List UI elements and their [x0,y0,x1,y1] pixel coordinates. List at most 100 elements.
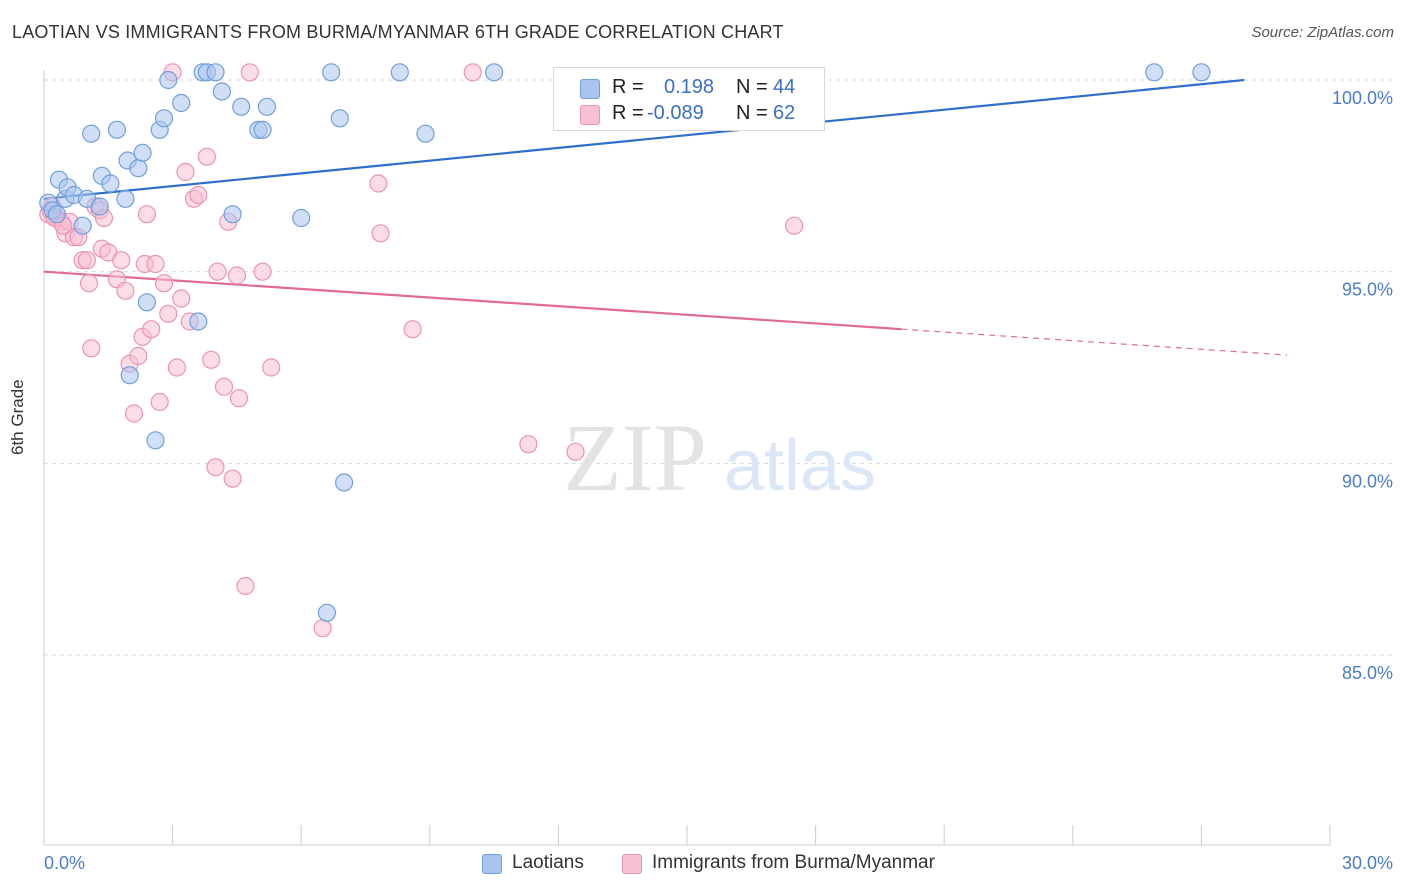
burma-point [403,320,422,339]
burma-point [229,389,249,408]
n-label: N = [736,102,768,124]
laotian-point [82,124,101,143]
burma-point [129,346,148,366]
laotian-point [317,603,336,622]
laotian-point [137,293,156,312]
laotian-point [416,124,435,143]
watermark: ZIP atlas [563,404,876,511]
laotian-point [133,143,152,162]
n-value: 62 [773,102,796,124]
laotian-point [189,312,208,331]
burma-point [240,63,259,82]
burma-point [208,262,227,281]
laotian-point [154,109,174,128]
laotian-point [206,63,225,82]
trend-line-extension [901,328,1288,356]
tick-labels: 85.0% 90.0% 95.0% 100.0% 0.0% 30.0% [44,88,1393,873]
laotian-point [47,205,67,224]
laotian-point [322,63,341,82]
laotian-point [90,197,109,216]
legend-swatch-laotians [482,854,502,874]
chart-title: LAOTIAN VS IMMIGRANTS FROM BURMA/MYANMAR… [12,22,784,42]
laotian-point [292,208,311,228]
burma-point [142,320,161,339]
r-label: R = [612,102,644,124]
y-tick-label: 95.0% [1342,280,1393,300]
burma-point [463,63,482,82]
burma-point [176,162,195,182]
burma-point [82,339,101,358]
laotian-point [107,120,127,139]
laotian-point [116,189,135,208]
x-tick-label: 30.0% [1342,853,1393,873]
legend-label-burma: Immigrants from Burma/Myanmar [652,852,935,873]
y-tick-label: 85.0% [1342,663,1393,683]
burma-point [313,619,332,638]
burma-point [371,224,390,243]
y-tick-label: 90.0% [1342,471,1393,491]
burma-point [79,274,99,293]
burma-point [172,289,191,308]
n-label: N = [736,76,768,98]
burma-point [197,147,216,166]
n-value: 44 [773,76,796,98]
burma-point [262,358,281,377]
laotian-point [390,63,409,82]
laotian-point [212,82,231,101]
laotian-point [1192,63,1211,82]
laotian-point [253,120,272,139]
burma-point [189,185,208,205]
r-value: -0.089 [647,102,704,124]
laotian-point [129,159,148,178]
burma-point [116,281,135,300]
burma-point [785,216,804,235]
stats-legend: R = 0.198 N = 44 R = -0.089 N = 62 [553,67,825,131]
laotian-point [335,473,354,492]
burma-point [167,358,186,377]
laotian-point [1145,63,1164,82]
legend-swatch-burma [622,854,642,874]
burma-point [253,262,272,281]
burma-point [223,469,242,488]
burma-point [214,377,234,396]
burma-point [154,274,174,293]
burma-point [124,404,144,423]
burma-point [146,254,165,274]
trend-line [43,270,902,331]
burma-point [566,442,585,461]
laotian-point [232,97,251,116]
burma-point [227,266,246,285]
r-label: R = [612,76,644,98]
burma-point [369,174,388,193]
y-tick-label: 100.0% [1332,88,1393,108]
legend-label-laotians: Laotians [512,852,584,873]
burma-point [206,458,225,477]
y-axis-label: 6th Grade [8,379,27,455]
burma-point [150,392,169,412]
trend-line [43,78,1245,200]
burma-point [519,435,538,454]
burma-point [137,205,156,224]
trend-lines [43,78,1288,356]
swatch-laotians [580,79,600,99]
laotian-point [223,205,242,224]
laotian-point [172,93,191,113]
laotian-point [257,97,276,116]
watermark-zip: ZIP [563,404,707,511]
laotian-point [101,174,120,193]
burma-point [202,350,221,369]
r-value: 0.198 [664,76,715,98]
laotian-point [146,431,165,450]
burma-point [77,251,97,270]
burma-point [159,304,178,323]
watermark-atlas: atlas [724,426,876,506]
laotian-point [159,70,178,90]
burma-point [236,576,255,596]
swatch-burma [580,105,600,125]
grid-lines [44,79,1395,656]
source-note: Source: ZipAtlas.com [1251,24,1394,41]
laotian-point [485,63,504,82]
data-points [39,63,1211,638]
x-tick-label: 0.0% [44,853,85,873]
